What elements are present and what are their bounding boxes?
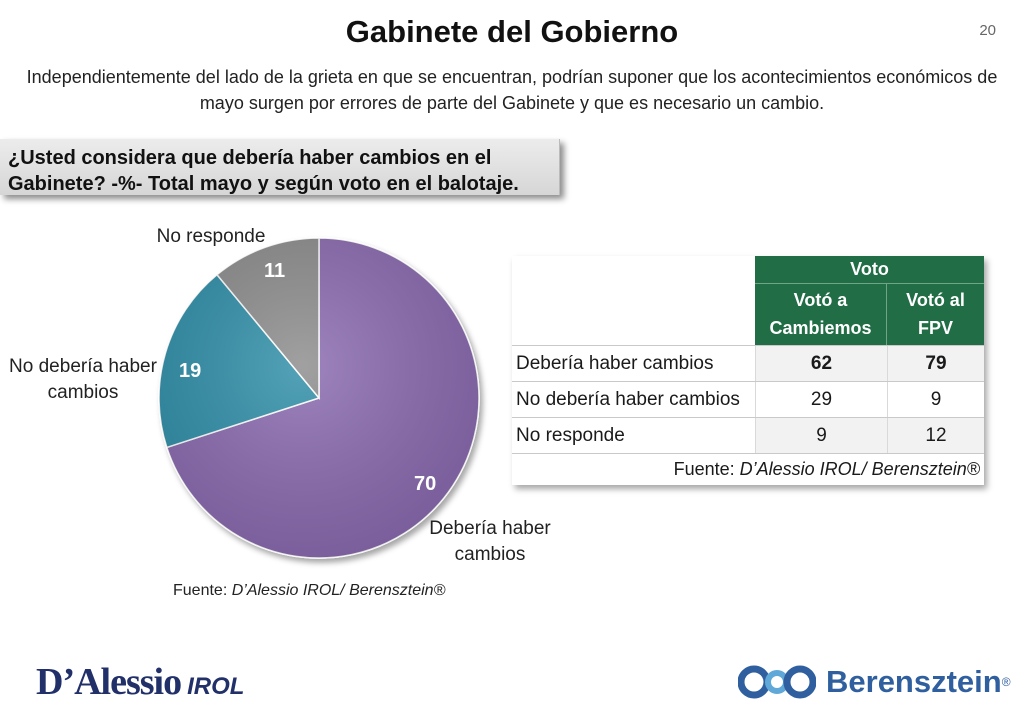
pie-label-no-responde: No responde (156, 226, 266, 247)
table-row-label: No responde (516, 425, 625, 446)
table-cell: 9 (887, 382, 984, 417)
table-source-name: D’Alessio IROL/ Berensztein® (739, 459, 980, 479)
berensztein-reg-mark: ® (1001, 675, 1011, 689)
pie-label-deberia: Debería haber cambios (429, 518, 551, 565)
table-header-cambiemos: Votó a Cambiemos (755, 284, 887, 345)
page-subtitle: Independientemente del lado de la grieta… (26, 67, 998, 113)
table-cell: 79 (887, 346, 984, 381)
pie-source-prefix: Fuente: (173, 582, 232, 599)
table-cell: 12 (887, 418, 984, 453)
table-row: Debería haber cambios 62 79 (512, 345, 984, 381)
table-row-label: Debería haber cambios (516, 353, 714, 374)
table-header-fpv: Votó al FPV (887, 284, 984, 345)
table-cell: 62 (755, 346, 887, 381)
berensztein-logo: Berensztein ® (738, 664, 1011, 700)
pie-value-no-deberia: 19 (179, 360, 202, 382)
page-title: Gabinete del Gobierno (345, 14, 679, 49)
dalessio-logo: D’Alessio IROL (36, 660, 244, 704)
berensztein-logo-text: Berensztein (826, 664, 1002, 699)
table-header-empty (512, 284, 755, 345)
page-number: 20 (979, 22, 996, 39)
table-cell: 9 (755, 418, 887, 453)
table-row: No debería haber cambios 29 9 (512, 381, 984, 417)
pie-source-name: D’Alessio IROL/ Berensztein® (231, 582, 446, 599)
pie-label-no-deberia: No debería haber cambios (9, 356, 157, 403)
table-group-header: Voto (755, 256, 984, 284)
table-row-label: No debería haber cambios (512, 382, 755, 417)
pie-value-no-responde: 11 (264, 260, 286, 282)
table-header-row: Votó a Cambiemos Votó al FPV (512, 284, 984, 345)
berensztein-mark-icon (738, 665, 816, 699)
question-box: ¿Usted considera que debería haber cambi… (0, 139, 560, 195)
dalessio-logo-text: D’Alessio (36, 661, 182, 703)
pie-value-deberia: 70 (414, 473, 437, 495)
vote-table: Voto Votó a Cambiemos Votó al FPV Deberí… (512, 256, 984, 485)
irol-logo-text: IROL (187, 673, 245, 700)
table-row: No responde 9 12 (512, 417, 984, 453)
table-source-prefix: Fuente: (673, 459, 740, 479)
table-cell: 29 (755, 382, 887, 417)
pie-source: Fuente: D’Alessio IROL/ Berensztein® (173, 582, 445, 600)
table-source: Fuente: D’Alessio IROL/ Berensztein® (512, 453, 984, 485)
